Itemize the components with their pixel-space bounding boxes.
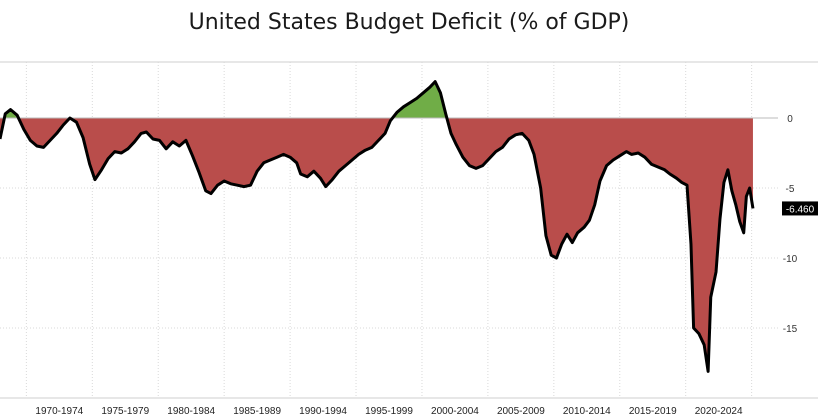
x-tick-label: 2010-2014 [563,406,611,417]
x-tick-label: 2020-2024 [695,406,743,417]
x-tick-label: 2000-2004 [431,406,479,417]
x-tick-label: 1975-1979 [101,406,149,417]
chart-title: United States Budget Deficit (% of GDP) [188,10,630,35]
x-tick-label: 2015-2019 [629,406,677,417]
last-value-label: -6.460 [782,201,818,216]
y-tick-label: -5 [786,184,795,195]
y-axis: 0 -5 -10 -15 [783,114,798,335]
last-value-box [782,201,818,216]
deficit-line [0,80,755,373]
x-tick-label: 2005-2009 [497,406,545,417]
deficit-area [0,118,753,372]
series-line [0,80,755,373]
x-tick-label: 1970-1974 [35,406,83,417]
x-tick-label: 1985-1989 [233,406,281,417]
x-tick-label: 1995-1999 [365,406,413,417]
x-axis: 1970-1974 1975-1979 1980-1984 1985-1989 1990… [35,406,743,417]
x-tick-label: 1990-1994 [299,406,347,417]
x-tick-label: 1980-1984 [167,406,215,417]
last-value-text: -6.460 [786,204,815,215]
area-fill [0,81,778,372]
y-tick-label: 0 [787,114,793,125]
y-tick-label: -15 [783,324,798,335]
y-tick-label: -10 [783,254,798,265]
